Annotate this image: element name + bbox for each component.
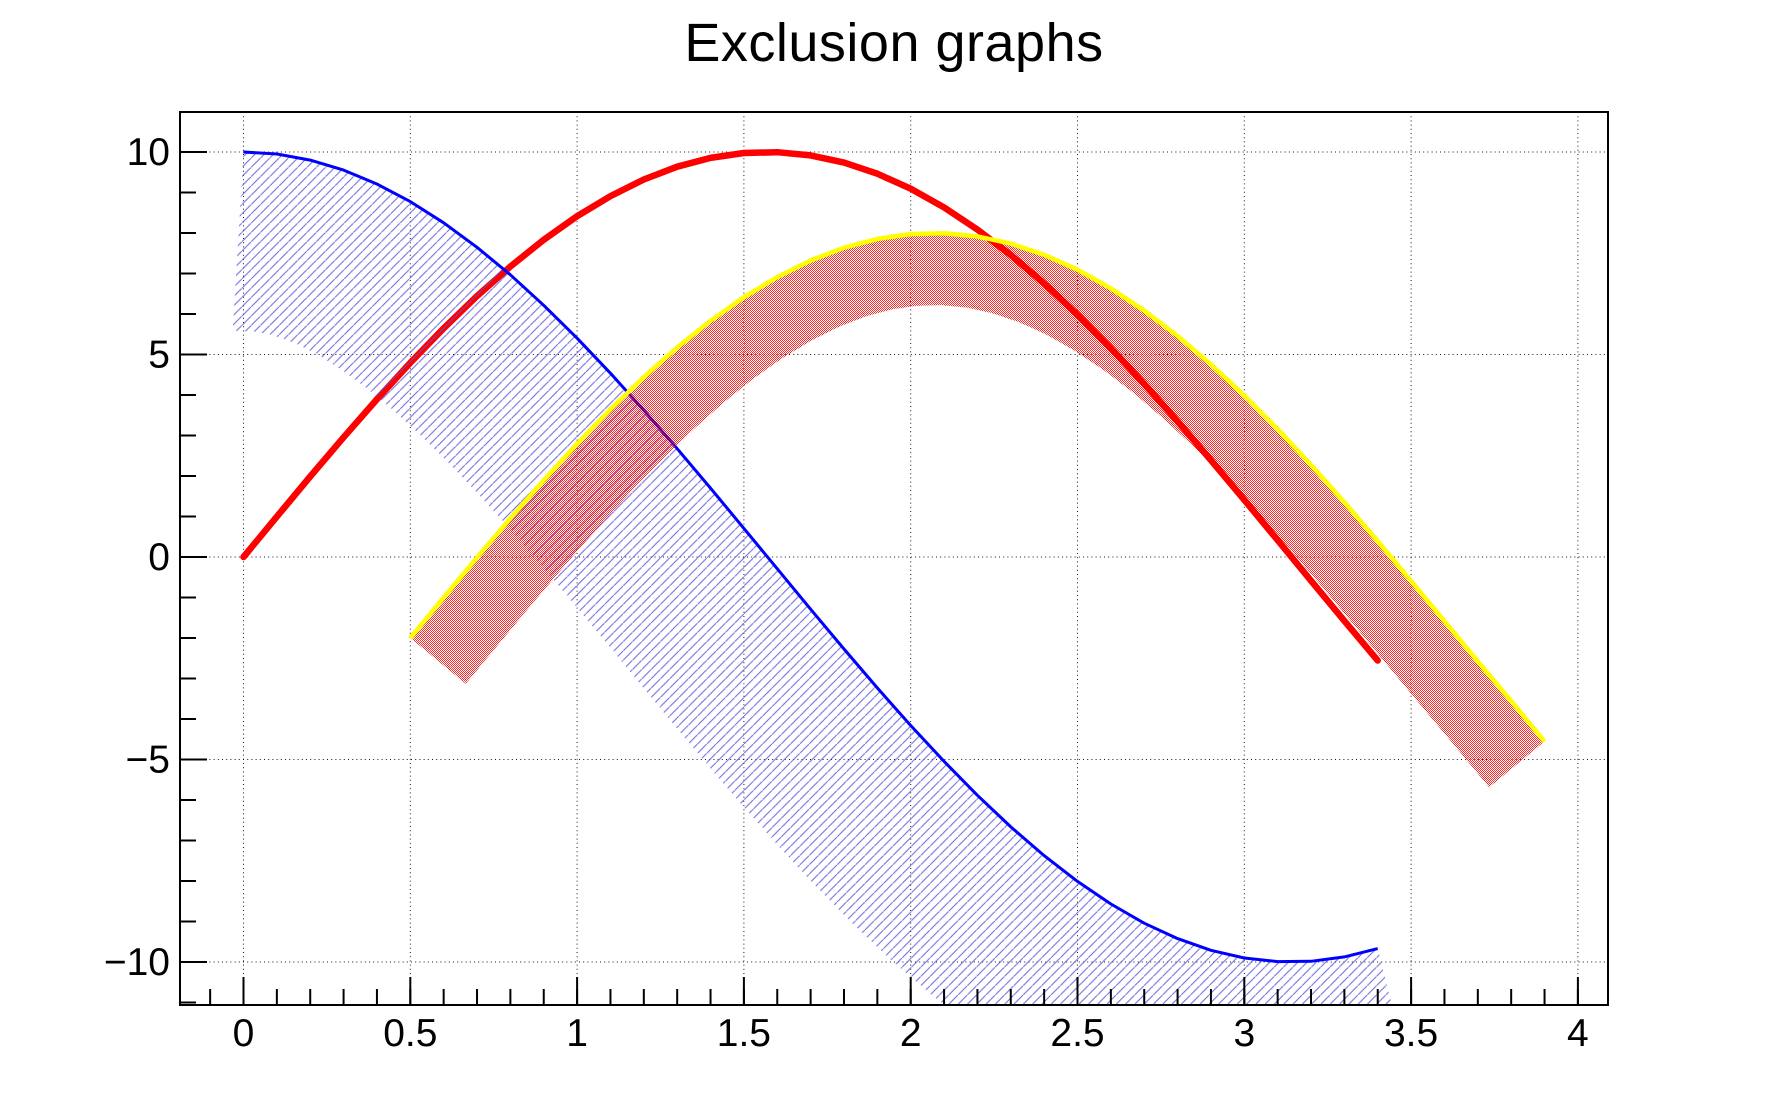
axis-ticks — [180, 151, 1579, 1005]
blue-cosine-curve — [243, 150, 1379, 964]
plot-area — [232, 148, 1547, 1005]
plot-frame — [179, 111, 1609, 1006]
x-tick-label: 0 — [233, 1012, 255, 1055]
y-tick-label: 0 — [148, 536, 170, 579]
y-tick-label: 10 — [127, 131, 170, 174]
blue-exclusion-band — [232, 152, 1392, 1005]
x-tick-label: 2.5 — [1050, 1012, 1104, 1055]
x-tick-label: 3.5 — [1384, 1012, 1438, 1055]
y-tick-label: 5 — [148, 334, 170, 377]
x-tick-label: 0.5 — [383, 1012, 437, 1055]
yellow-shifted-sine-curve — [408, 230, 1547, 743]
x-tick-label: 3 — [1233, 1012, 1255, 1055]
red-dotted-exclusion-band — [410, 233, 1545, 788]
x-tick-label: 1 — [566, 1012, 588, 1055]
y-tick-label: −5 — [126, 739, 170, 782]
x-tick-label: 1.5 — [717, 1012, 771, 1055]
y-tick-label: −10 — [104, 941, 170, 984]
chart-title: Exclusion graphs — [684, 13, 1104, 73]
x-tick-label: 2 — [900, 1012, 922, 1055]
x-tick-label: 4 — [1567, 1012, 1589, 1055]
